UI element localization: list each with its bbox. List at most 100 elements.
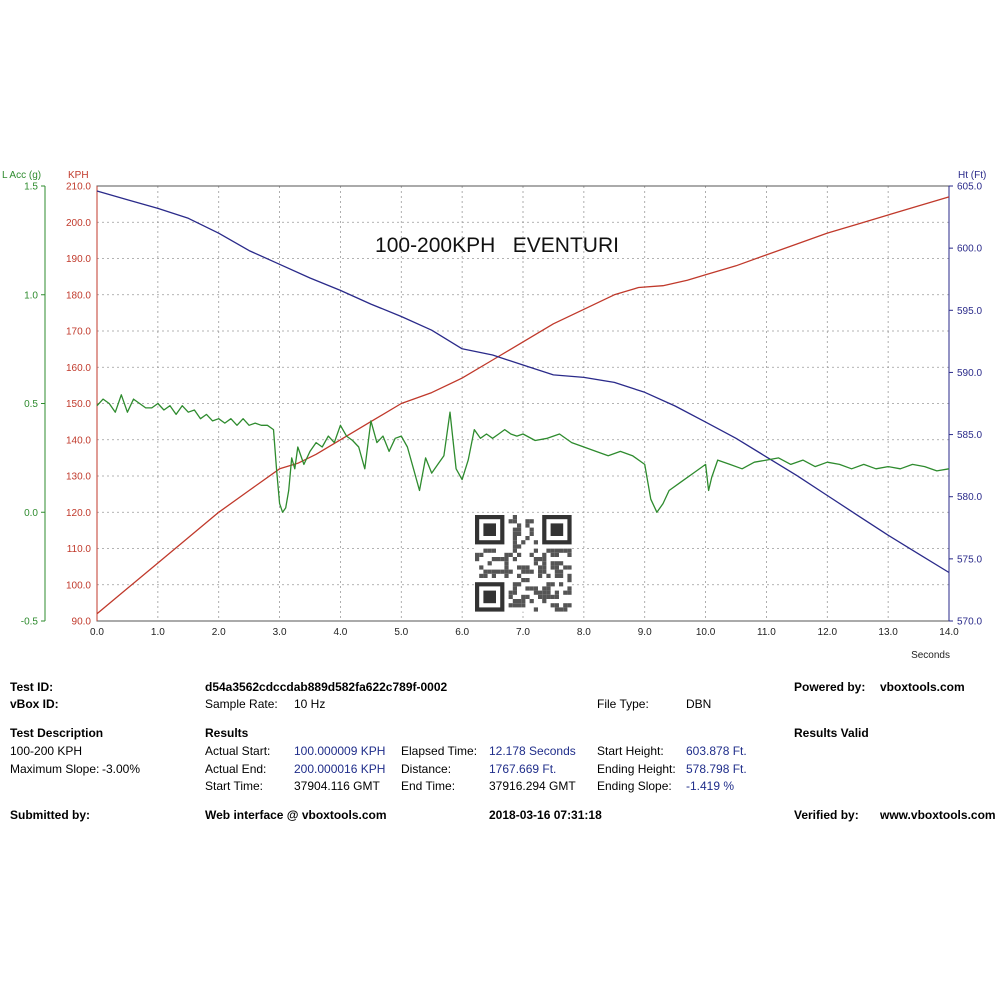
qr-module xyxy=(567,586,572,591)
results-panel: Test ID: d54a3562cdccdab889d582fa622c789… xyxy=(0,670,1000,840)
x-tick-label: 12.0 xyxy=(818,627,838,638)
x-tick-label: 8.0 xyxy=(577,627,591,638)
qr-module xyxy=(508,569,513,574)
start-height-value: 603.878 Ft. xyxy=(686,744,747,758)
qr-module xyxy=(559,607,564,612)
qr-module xyxy=(525,594,530,599)
start-time-label: Start Time: xyxy=(205,779,264,793)
qr-module xyxy=(567,573,572,578)
file-type-value: DBN xyxy=(686,697,712,711)
qr-module xyxy=(487,561,492,566)
lacc-tick-label: -0.5 xyxy=(21,617,39,628)
kph-tick-label: 200.0 xyxy=(66,218,91,229)
qr-module xyxy=(512,599,517,604)
start-height-label: Start Height: xyxy=(597,744,664,758)
distance-value: 1767.669 Ft. xyxy=(489,762,557,776)
lacc-tick-label: 1.0 xyxy=(24,290,38,301)
qr-module xyxy=(504,573,509,578)
qr-module xyxy=(512,590,517,595)
qr-module xyxy=(567,590,572,595)
kph-axis-label: KPH xyxy=(68,170,89,181)
report-timestamp: 2018-03-16 07:31:18 xyxy=(489,808,602,822)
qr-module xyxy=(491,573,496,578)
results-valid-label: Results Valid xyxy=(794,726,869,740)
qr-module xyxy=(550,548,555,553)
qr-module xyxy=(542,586,547,591)
lacc-tick-label: 1.5 xyxy=(24,182,38,193)
x-tick-label: 4.0 xyxy=(333,627,347,638)
qr-module xyxy=(533,586,538,591)
qr-module xyxy=(496,569,501,574)
qr-module xyxy=(559,548,564,553)
series-line-lacc xyxy=(96,394,950,513)
qr-module xyxy=(567,552,572,557)
ending-height-label: Ending Height: xyxy=(597,762,676,776)
qr-module xyxy=(500,557,505,562)
qr-module xyxy=(487,548,492,553)
qr-module xyxy=(517,544,522,549)
qr-module xyxy=(504,557,509,562)
qr-module xyxy=(508,552,513,557)
qr-finder-core xyxy=(550,523,564,536)
qr-module xyxy=(538,573,543,578)
qr-module xyxy=(517,552,522,557)
qr-module xyxy=(475,552,480,557)
test-id-value: d54a3562cdccdab889d582fa622c789f-0002 xyxy=(205,680,448,694)
qr-module xyxy=(550,603,555,608)
elapsed-time-value: 12.178 Seconds xyxy=(489,744,576,758)
qr-module xyxy=(559,561,564,566)
ht-tick-label: 570.0 xyxy=(957,617,982,628)
x-tick-label: 0.0 xyxy=(90,627,104,638)
kph-tick-label: 160.0 xyxy=(66,363,91,374)
qr-module xyxy=(533,590,538,595)
qr-module xyxy=(546,548,551,553)
qr-module xyxy=(550,594,555,599)
ht-tick-label: 590.0 xyxy=(957,368,982,379)
x-tick-label: 6.0 xyxy=(455,627,469,638)
qr-module xyxy=(512,582,517,587)
x-tick-label: 7.0 xyxy=(516,627,530,638)
qr-module xyxy=(567,578,572,583)
qr-module xyxy=(525,586,530,591)
qr-module xyxy=(554,569,559,574)
series-line-ht xyxy=(96,190,950,574)
qr-module xyxy=(538,590,543,595)
qr-module xyxy=(546,582,551,587)
x-tick-label: 5.0 xyxy=(394,627,408,638)
sample-rate-value: 10 Hz xyxy=(294,697,326,711)
qr-module xyxy=(479,552,484,557)
qr-module xyxy=(529,519,534,524)
qr-finder-core xyxy=(483,590,496,604)
qr-module xyxy=(554,573,559,578)
qr-module xyxy=(529,552,534,557)
qr-module xyxy=(517,531,522,536)
max-slope-label: Maximum Slope: xyxy=(10,762,100,776)
qr-module xyxy=(483,573,488,578)
qr-module xyxy=(517,599,522,604)
qr-module xyxy=(512,527,517,532)
qr-module xyxy=(517,573,522,578)
qr-module xyxy=(554,603,559,608)
qr-module xyxy=(546,590,551,595)
ht-tick-label: 585.0 xyxy=(957,430,982,441)
kph-tick-label: 100.0 xyxy=(66,580,91,591)
lacc-axis-label: L Acc (g) xyxy=(2,170,41,181)
qr-module xyxy=(550,561,555,566)
qr-module xyxy=(504,569,509,574)
qr-module xyxy=(533,561,538,566)
qr-module xyxy=(559,569,564,574)
qr-module xyxy=(512,531,517,536)
qr-module xyxy=(529,599,534,604)
powered-by-label: Powered by: xyxy=(794,680,866,694)
ht-axis-label: Ht (Ft) xyxy=(958,170,986,181)
series-line-kph xyxy=(96,196,950,615)
x-tick-label: 10.0 xyxy=(696,627,716,638)
ht-tick-label: 580.0 xyxy=(957,492,982,503)
qr-module xyxy=(491,569,496,574)
qr-module xyxy=(554,607,559,612)
qr-module xyxy=(546,586,551,591)
qr-module xyxy=(521,599,526,604)
qr-module xyxy=(554,552,559,557)
qr-module xyxy=(487,569,492,574)
qr-module xyxy=(546,594,551,599)
